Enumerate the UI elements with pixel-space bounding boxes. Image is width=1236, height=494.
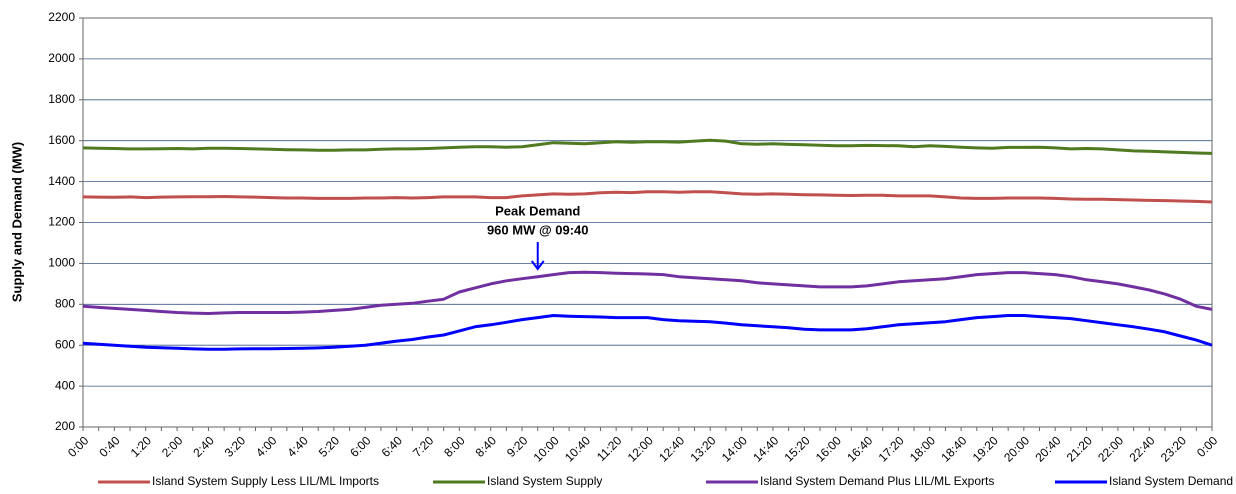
x-tick-label: 23:20	[1158, 433, 1189, 464]
x-tick-label: 20:00	[1001, 433, 1032, 464]
x-tick-label: 14:40	[750, 433, 781, 464]
x-tick-label: 6:00	[347, 433, 374, 460]
x-tick-label: 7:20	[410, 433, 437, 460]
y-tick-label: 800	[55, 296, 75, 310]
x-tick-label: 1:20	[128, 433, 155, 460]
series-line	[82, 138, 1213, 155]
x-tick-label: 8:00	[441, 433, 468, 460]
y-tick-label: 1000	[48, 256, 75, 270]
x-tick-label: 18:40	[938, 433, 969, 464]
x-tick-label: 3:20	[222, 433, 249, 460]
y-tick-label: 1600	[48, 133, 75, 147]
series-line	[82, 190, 1213, 204]
x-tick-label: 0:00	[1194, 433, 1221, 460]
x-tick-label: 15:20	[782, 433, 813, 464]
y-tick-label: 2200	[48, 10, 75, 24]
x-tick-label: 17:20	[876, 433, 907, 464]
x-tick-label: 18:00	[907, 433, 938, 464]
x-tick-label: 22:00	[1095, 433, 1126, 464]
x-tick-label: 13:20	[687, 433, 718, 464]
y-tick-label: 1400	[48, 174, 75, 188]
y-axis-label: Supply and Demand (MW)	[9, 142, 24, 302]
annotation: Peak Demand	[495, 203, 580, 218]
legend-label: Island System Demand Plus LIL/ML Exports	[760, 474, 994, 488]
x-tick-label: 6:40	[379, 433, 406, 460]
x-tick-label: 4:40	[284, 433, 311, 460]
x-tick-label: 8:40	[473, 433, 500, 460]
x-tick-label: 12:00	[625, 433, 656, 464]
annotation-arrowhead	[530, 260, 545, 271]
annotation: 960 MW @ 09:40	[487, 222, 589, 237]
y-tick-label: 200	[55, 419, 75, 433]
legend-label: Island System Supply	[487, 474, 602, 488]
y-tick-label: 2000	[48, 51, 75, 65]
x-tick-label: 12:40	[656, 433, 687, 464]
x-tick-label: 16:40	[844, 433, 875, 464]
legend-label: Island System Supply Less LIL/ML Imports	[152, 474, 379, 488]
x-tick-label: 2:40	[190, 433, 217, 460]
legend-label: Island System Demand	[1109, 474, 1233, 488]
series-line	[82, 314, 1213, 351]
x-tick-label: 21:20	[1064, 433, 1095, 464]
x-tick-label: 19:20	[970, 433, 1001, 464]
x-tick-label: 0:00	[65, 433, 92, 460]
x-tick-label: 4:00	[253, 433, 280, 460]
x-tick-label: 0:40	[96, 433, 123, 460]
series-line	[82, 270, 1213, 315]
x-tick-label: 14:00	[719, 433, 750, 464]
x-tick-label: 11:20	[594, 433, 625, 464]
x-tick-label: 22:40	[1127, 433, 1158, 464]
x-tick-label: 10:40	[562, 433, 593, 464]
x-tick-label: 9:20	[504, 433, 531, 460]
y-tick-label: 600	[55, 337, 75, 351]
x-tick-label: 10:00	[531, 433, 562, 464]
x-tick-label: 5:20	[316, 433, 343, 460]
y-tick-label: 1800	[48, 92, 75, 106]
x-tick-label: 2:00	[159, 433, 186, 460]
y-tick-label: 1200	[48, 215, 75, 229]
x-tick-label: 16:00	[813, 433, 844, 464]
y-tick-label: 400	[55, 378, 75, 392]
x-tick-label: 20:40	[1032, 433, 1063, 464]
